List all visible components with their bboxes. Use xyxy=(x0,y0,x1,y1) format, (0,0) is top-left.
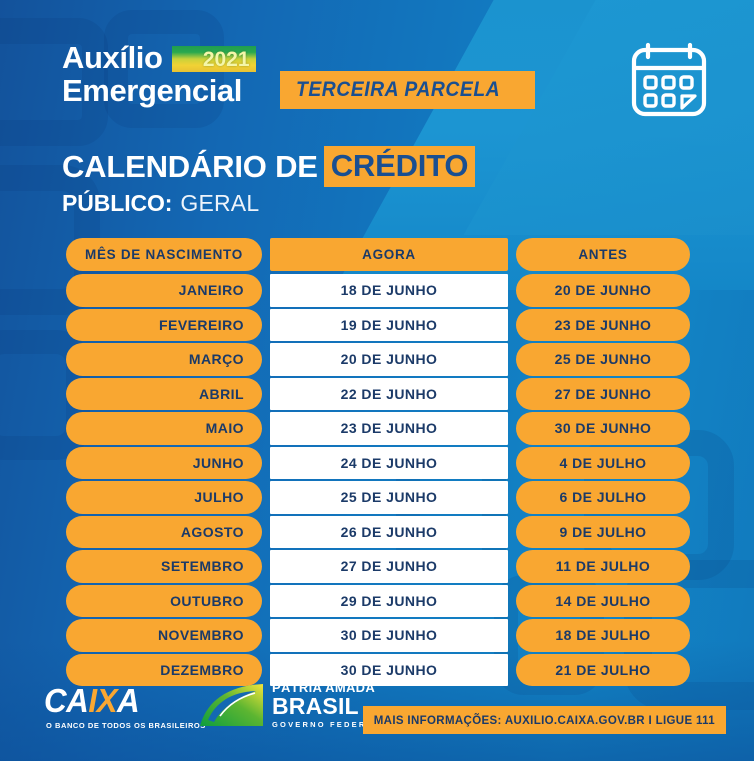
table-row: NOVEMBRO 30 DE JUNHO 18 DE JULHO xyxy=(66,619,690,652)
cell-antes: 25 DE JUNHO xyxy=(516,343,690,376)
cell-month: DEZEMBRO xyxy=(66,653,262,686)
more-info-text: MAIS INFORMAÇÕES: AUXILIO.CAIXA.GOV.BR I… xyxy=(373,715,715,727)
table-row: DEZEMBRO 30 DE JUNHO 21 DE JULHO xyxy=(66,653,690,686)
brand-word-emergencial: Emergencial xyxy=(62,73,242,109)
cell-month: ABRIL xyxy=(66,377,262,410)
table-row: OUTUBRO 29 DE JUNHO 14 DE JULHO xyxy=(66,584,690,617)
brand-line-one: Auxílio 2021 xyxy=(62,41,256,74)
cell-antes: 27 DE JUNHO xyxy=(516,377,690,410)
cell-antes: 20 DE JUNHO xyxy=(516,274,690,307)
cell-agora: 30 DE JUNHO xyxy=(270,653,508,686)
cell-month: JULHO xyxy=(66,481,262,514)
table-row: ABRIL 22 DE JUNHO 27 DE JUNHO xyxy=(66,377,690,410)
page-title-main: CALENDÁRIO DE xyxy=(62,148,318,184)
more-info-bar[interactable]: MAIS INFORMAÇÕES: AUXILIO.CAIXA.GOV.BR I… xyxy=(362,706,726,734)
table-row: JUNHO 24 DE JUNHO 4 DE JULHO xyxy=(66,446,690,479)
cell-agora: 20 DE JUNHO xyxy=(270,343,508,376)
cell-month: JUNHO xyxy=(66,446,262,479)
cell-antes: 30 DE JUNHO xyxy=(516,412,690,445)
cell-antes: 6 DE JULHO xyxy=(516,481,690,514)
government-wordmark: PÁTRIA AMADA BRASIL GOVERNO FEDERAL xyxy=(272,681,381,729)
cell-agora: 29 DE JUNHO xyxy=(270,584,508,617)
cell-agora: 23 DE JUNHO xyxy=(270,412,508,445)
page-title-highlight: CRÉDITO xyxy=(323,146,476,187)
cell-agora: 27 DE JUNHO xyxy=(270,550,508,583)
calendar-icon xyxy=(626,36,712,122)
table-row: JANEIRO 18 DE JUNHO 20 DE JUNHO xyxy=(66,274,690,307)
caixa-wordmark: CAIXA xyxy=(44,684,206,717)
table-row: AGOSTO 26 DE JUNHO 9 DE JULHO xyxy=(66,515,690,548)
cell-agora: 18 DE JUNHO xyxy=(270,274,508,307)
cell-month: SETEMBRO xyxy=(66,550,262,583)
table-row: MAIO 23 DE JUNHO 30 DE JUNHO xyxy=(66,412,690,445)
cell-agora: 30 DE JUNHO xyxy=(270,619,508,652)
cell-month: MAIO xyxy=(66,412,262,445)
table-row: SETEMBRO 27 DE JUNHO 11 DE JULHO xyxy=(66,550,690,583)
cell-antes: 21 DE JULHO xyxy=(516,653,690,686)
cell-antes: 9 DE JULHO xyxy=(516,515,690,548)
cell-month: OUTUBRO xyxy=(66,584,262,617)
cell-antes: 18 DE JULHO xyxy=(516,619,690,652)
column-header-antes: ANTES xyxy=(516,238,690,271)
brand-word-auxilio: Auxílio xyxy=(62,40,163,75)
year-badge: 2021 xyxy=(171,46,256,73)
table-row: MARÇO 20 DE JUNHO 25 DE JUNHO xyxy=(66,343,690,376)
caixa-part-ca: CA xyxy=(44,682,89,719)
program-brand: Auxílio 2021 Emergencial xyxy=(62,41,256,107)
caixa-part-ix: IX xyxy=(88,682,118,719)
brand-line-two: Emergencial xyxy=(62,74,256,107)
poster-footer: CAIXA O BANCO DE TODOS OS BRASILEIROS PÁ… xyxy=(0,673,754,761)
cell-antes: 4 DE JULHO xyxy=(516,446,690,479)
column-header-birth-month: MÊS DE NASCIMENTO xyxy=(66,238,262,271)
audience-row: PÚBLICO: GERAL xyxy=(62,190,259,217)
cell-month: JANEIRO xyxy=(66,274,262,307)
page-title: CALENDÁRIO DE CRÉDITO xyxy=(62,146,476,187)
cell-agora: 25 DE JUNHO xyxy=(270,481,508,514)
audience-label: PÚBLICO: xyxy=(62,190,173,216)
audience-value: GERAL xyxy=(180,190,260,216)
cell-month: MARÇO xyxy=(66,343,262,376)
caixa-wordmark-text: CAIXA xyxy=(44,682,140,719)
cell-month: NOVEMBRO xyxy=(66,619,262,652)
year-badge-label: 2021 xyxy=(202,47,250,71)
gov-line-patria-amada: PÁTRIA AMADA xyxy=(272,680,376,695)
cell-agora: 19 DE JUNHO xyxy=(270,308,508,341)
caixa-tagline: O BANCO DE TODOS OS BRASILEIROS xyxy=(46,721,206,730)
cell-antes: 23 DE JUNHO xyxy=(516,308,690,341)
cell-month: FEVEREIRO xyxy=(66,308,262,341)
table-row: JULHO 25 DE JUNHO 6 DE JULHO xyxy=(66,481,690,514)
table-header-row: MÊS DE NASCIMENTO AGORA ANTES xyxy=(66,238,690,271)
caixa-part-a: A xyxy=(117,682,140,719)
cell-agora: 26 DE JUNHO xyxy=(270,515,508,548)
poster-header: Auxílio 2021 Emergencial TERCEIRA PARCEL… xyxy=(0,0,754,235)
cell-antes: 14 DE JULHO xyxy=(516,584,690,617)
caixa-logo: CAIXA O BANCO DE TODOS OS BRASILEIROS xyxy=(44,684,206,730)
column-header-agora: AGORA xyxy=(270,238,508,271)
government-logo: PÁTRIA AMADA BRASIL GOVERNO FEDERAL xyxy=(200,681,381,729)
installment-badge: TERCEIRA PARCELA xyxy=(280,71,535,109)
cell-agora: 22 DE JUNHO xyxy=(270,377,508,410)
cell-antes: 11 DE JULHO xyxy=(516,550,690,583)
cell-agora: 24 DE JUNHO xyxy=(270,446,508,479)
brazil-flag-icon xyxy=(200,683,263,726)
credit-calendar-table: MÊS DE NASCIMENTO AGORA ANTES JANEIRO 18… xyxy=(66,238,690,688)
cell-month: AGOSTO xyxy=(66,515,262,548)
table-row: FEVEREIRO 19 DE JUNHO 23 DE JUNHO xyxy=(66,308,690,341)
gov-line-brasil: BRASIL xyxy=(272,693,359,719)
installment-badge-label: TERCEIRA PARCELA xyxy=(296,78,501,101)
gov-line-governo-federal: GOVERNO FEDERAL xyxy=(272,720,381,729)
